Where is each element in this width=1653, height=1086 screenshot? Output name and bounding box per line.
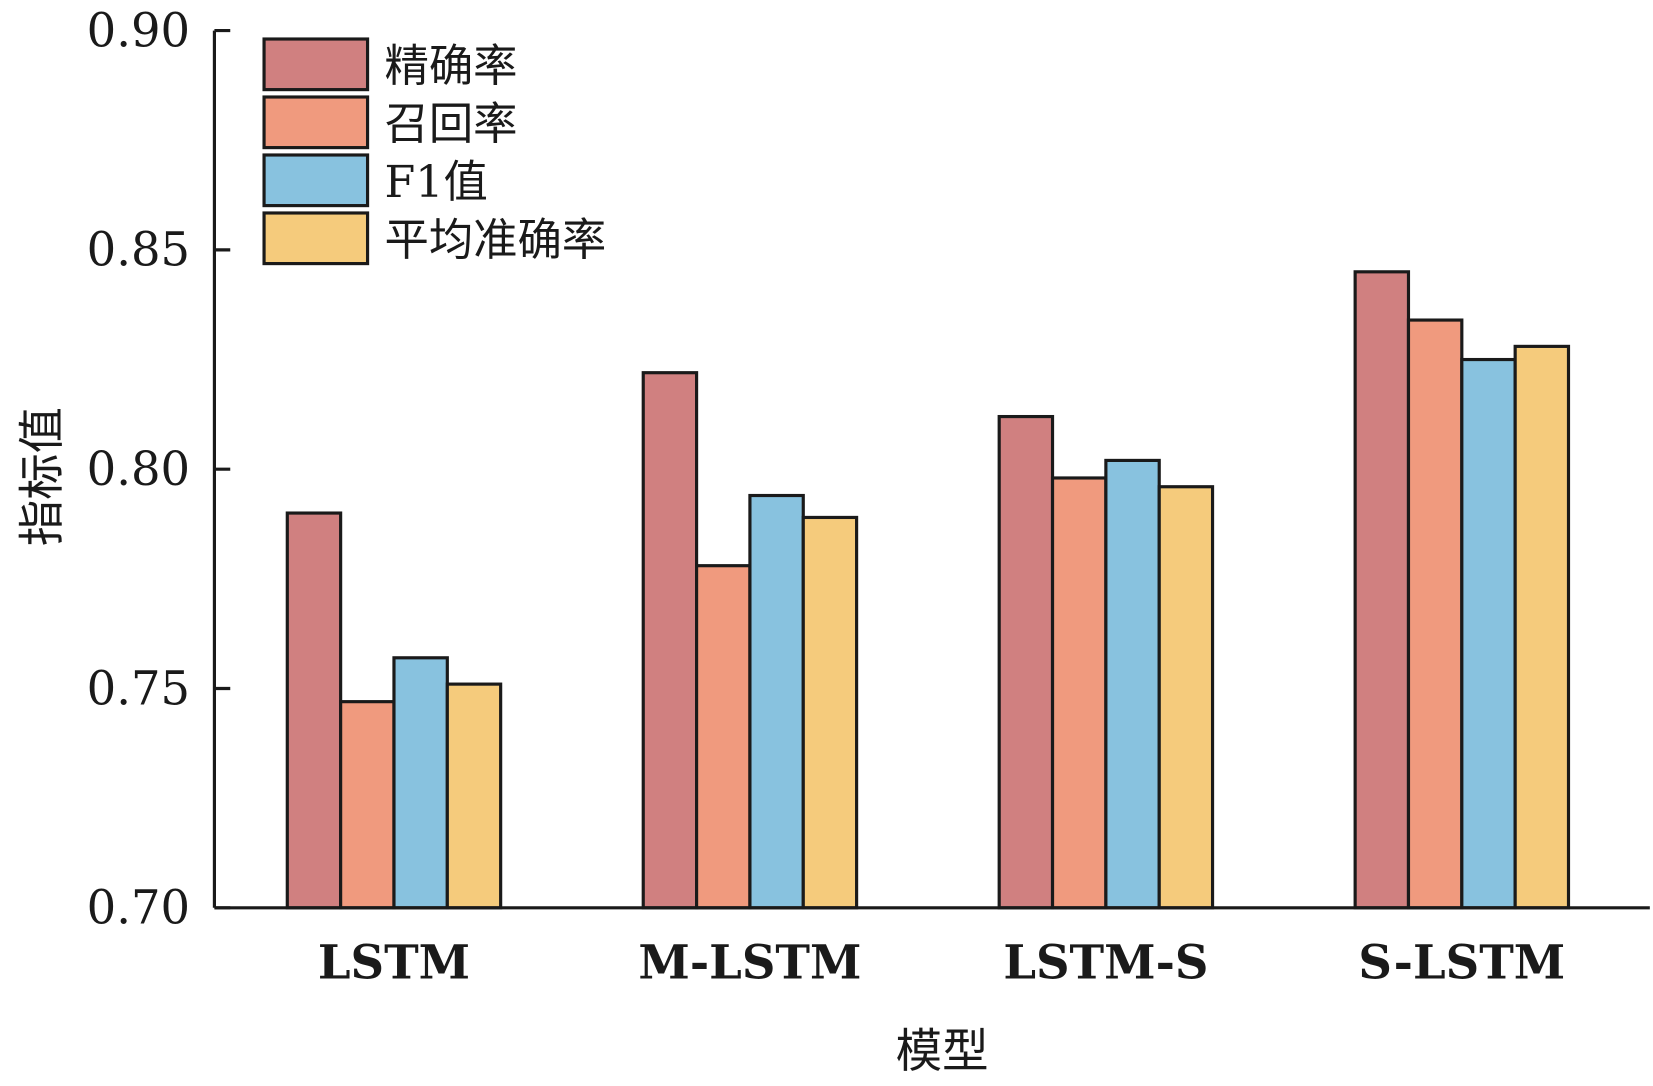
x-tick-label: M-LSTM xyxy=(638,934,861,989)
legend-label: 精确率 xyxy=(384,41,517,92)
legend-label: F1值 xyxy=(384,157,487,208)
legend-swatch xyxy=(262,153,370,208)
y-axis-label: 指标值 xyxy=(15,407,69,546)
y-tick-label: 0.75 xyxy=(87,661,190,715)
bars-group xyxy=(285,270,1571,910)
y-ticks: 0.70 0.75 0.80 0.85 0.90 xyxy=(87,3,231,935)
bar-M-LSTM-0 xyxy=(641,371,699,910)
bar-LSTM-3 xyxy=(445,682,503,910)
y-tick-label: 0.80 xyxy=(87,442,190,496)
y-tick-label: 0.70 xyxy=(87,881,190,935)
bar-M-LSTM-2 xyxy=(748,493,805,910)
bar-S-LSTM-0 xyxy=(1353,270,1411,910)
y-tick-label: 0.85 xyxy=(87,223,190,277)
legend-swatch xyxy=(262,37,370,92)
bar-S-LSTM-1 xyxy=(1406,318,1464,910)
bar-LSTM-2 xyxy=(392,656,449,910)
x-axis-label: 模型 xyxy=(896,1024,989,1078)
y-tick-label: 0.90 xyxy=(87,3,190,57)
bar-LSTM-1 xyxy=(339,700,396,910)
x-ticks: LSTM M-LSTM LSTM-S S-LSTM xyxy=(318,934,1565,989)
bar-M-LSTM-1 xyxy=(694,564,752,910)
legend-label: 召回率 xyxy=(384,99,517,150)
bar-LSTM-0 xyxy=(285,511,343,910)
x-tick-label: S-LSTM xyxy=(1358,934,1565,989)
legend-swatch xyxy=(262,211,370,266)
x-tick-label: LSTM xyxy=(318,934,470,989)
legend-label: 平均准确率 xyxy=(384,215,606,266)
bar-LSTM-S-3 xyxy=(1157,485,1215,910)
bar-LSTM-S-2 xyxy=(1104,458,1161,910)
x-tick-label: LSTM-S xyxy=(1003,934,1208,989)
legend-swatch xyxy=(262,95,370,150)
bar-LSTM-S-1 xyxy=(1050,476,1108,910)
bar-S-LSTM-2 xyxy=(1460,357,1517,910)
bar-M-LSTM-3 xyxy=(801,515,859,910)
bar-LSTM-S-0 xyxy=(997,414,1055,910)
bar-S-LSTM-3 xyxy=(1513,344,1571,910)
